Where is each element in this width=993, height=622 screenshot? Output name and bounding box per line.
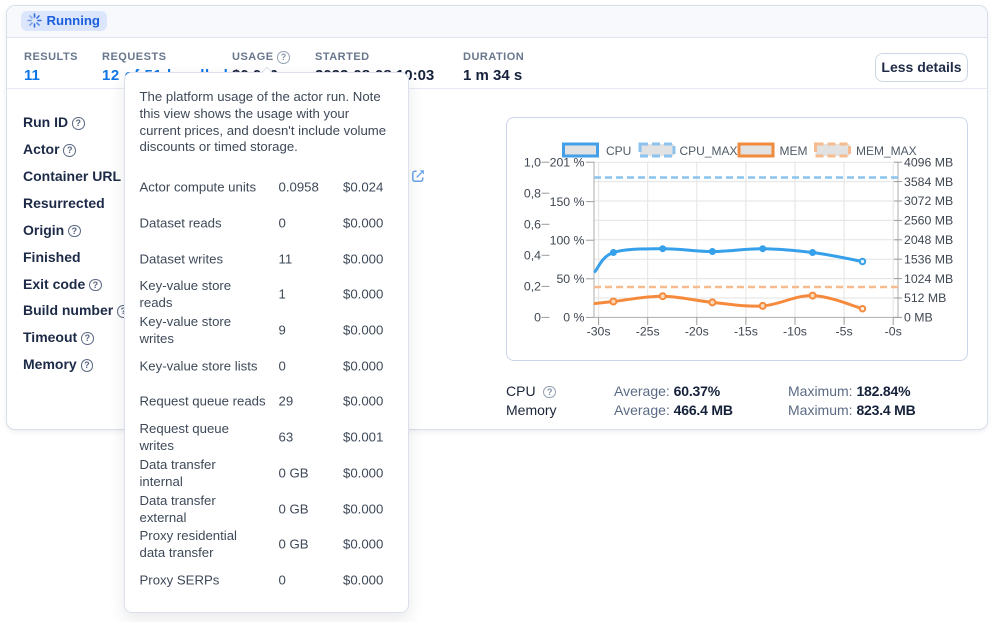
svg-text:2048 MB: 2048 MB bbox=[904, 233, 953, 247]
svg-text:100 %: 100 % bbox=[550, 233, 585, 247]
svg-text:CPU_MAX: CPU_MAX bbox=[680, 144, 738, 158]
svg-text:-5s: -5s bbox=[836, 325, 853, 339]
svg-text:1,0: 1,0 bbox=[524, 155, 541, 169]
svg-text:-25s: -25s bbox=[636, 325, 660, 339]
svg-text:-0s: -0s bbox=[885, 325, 902, 339]
svg-text:MEM: MEM bbox=[780, 144, 808, 158]
svg-text:-15s: -15s bbox=[734, 325, 758, 339]
svg-text:0: 0 bbox=[534, 311, 541, 325]
svg-text:-10s: -10s bbox=[783, 325, 807, 339]
svg-text:-30s: -30s bbox=[587, 325, 611, 339]
svg-text:MEM_MAX: MEM_MAX bbox=[856, 144, 917, 158]
svg-text:3072 MB: 3072 MB bbox=[904, 194, 953, 208]
svg-text:201 %: 201 % bbox=[550, 155, 585, 169]
svg-text:3584 MB: 3584 MB bbox=[904, 175, 953, 189]
svg-text:CPU: CPU bbox=[606, 144, 631, 158]
svg-text:1024 MB: 1024 MB bbox=[904, 272, 953, 286]
svg-text:-20s: -20s bbox=[685, 325, 709, 339]
svg-text:0,6: 0,6 bbox=[524, 218, 541, 232]
svg-text:0 %: 0 % bbox=[563, 311, 584, 325]
svg-text:0,8: 0,8 bbox=[524, 186, 541, 200]
svg-text:512 MB: 512 MB bbox=[904, 291, 946, 305]
svg-text:1536 MB: 1536 MB bbox=[904, 252, 953, 266]
svg-text:0,4: 0,4 bbox=[524, 249, 541, 263]
svg-text:150 %: 150 % bbox=[550, 195, 585, 209]
svg-text:0,2: 0,2 bbox=[524, 280, 541, 294]
svg-text:4096 MB: 4096 MB bbox=[904, 155, 953, 169]
svg-text:2560 MB: 2560 MB bbox=[904, 214, 953, 228]
svg-text:50 %: 50 % bbox=[556, 272, 584, 286]
svg-text:0 MB: 0 MB bbox=[904, 311, 933, 325]
